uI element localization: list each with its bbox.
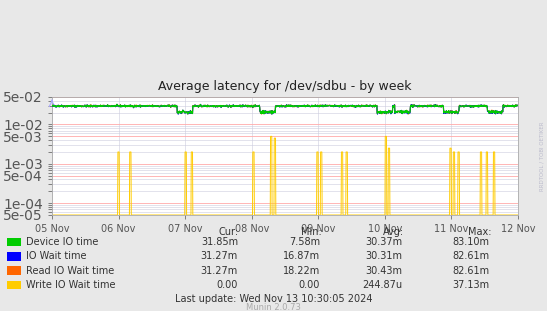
Text: RRDTOOL / TOBI OETIKER: RRDTOOL / TOBI OETIKER [539,121,544,191]
Text: 82.61m: 82.61m [452,266,490,276]
Text: 31.85m: 31.85m [201,237,238,247]
Text: 16.87m: 16.87m [283,251,320,261]
Text: IO Wait time: IO Wait time [26,251,87,261]
Text: 0.00: 0.00 [217,280,238,290]
Text: Min:: Min: [301,227,322,237]
Text: 30.31m: 30.31m [365,251,402,261]
Text: 31.27m: 31.27m [201,266,238,276]
Title: Average latency for /dev/sdbu - by week: Average latency for /dev/sdbu - by week [158,80,412,93]
Text: 18.22m: 18.22m [283,266,320,276]
Text: Munin 2.0.73: Munin 2.0.73 [246,304,301,311]
Text: Device IO time: Device IO time [26,237,98,247]
Text: Cur:: Cur: [219,227,239,237]
Text: Avg:: Avg: [383,227,404,237]
Text: 7.58m: 7.58m [289,237,320,247]
Text: 244.87u: 244.87u [362,280,402,290]
Text: 31.27m: 31.27m [201,251,238,261]
Text: 30.43m: 30.43m [365,266,402,276]
Text: Read IO Wait time: Read IO Wait time [26,266,114,276]
Text: Max:: Max: [468,227,491,237]
Text: 30.37m: 30.37m [365,237,402,247]
Text: 83.10m: 83.10m [452,237,490,247]
Text: 0.00: 0.00 [299,280,320,290]
Text: Write IO Wait time: Write IO Wait time [26,280,116,290]
Text: Last update: Wed Nov 13 10:30:05 2024: Last update: Wed Nov 13 10:30:05 2024 [174,294,373,304]
Text: 82.61m: 82.61m [452,251,490,261]
Text: 37.13m: 37.13m [452,280,490,290]
